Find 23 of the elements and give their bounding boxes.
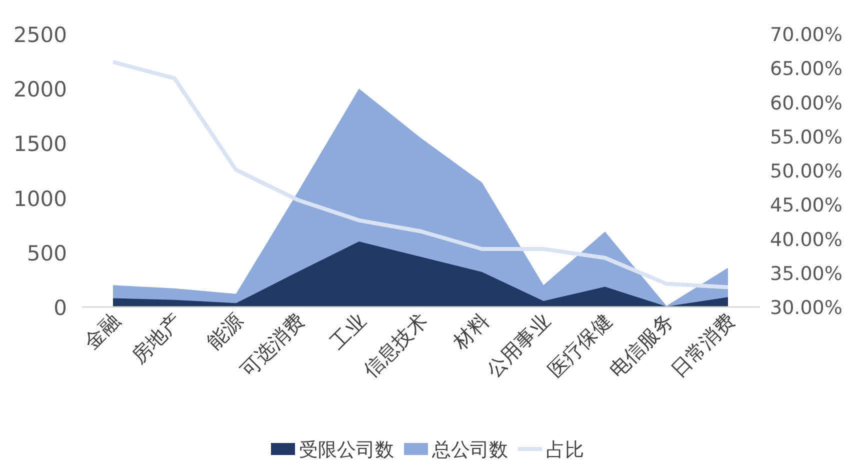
- y2-tick-label: 50.00%: [770, 160, 842, 182]
- y2-tick-label: 65.00%: [770, 58, 842, 80]
- y-tick-label: 2500: [14, 23, 67, 47]
- legend-label: 占比: [546, 439, 584, 461]
- y2-tick-label: 70.00%: [770, 24, 842, 46]
- y-tick-label: 1000: [14, 186, 67, 211]
- legend-label: 总公司数: [431, 439, 508, 461]
- y-tick-label: 2000: [14, 78, 67, 102]
- y2-tick-label: 30.00%: [770, 297, 842, 319]
- y2-tick-label: 45.00%: [770, 194, 842, 217]
- y2-tick-label: 60.00%: [770, 92, 842, 114]
- x-tick-label: 能源: [202, 308, 248, 354]
- x-tick-label: 材料: [448, 308, 494, 355]
- x-tick-label: 房地产: [126, 308, 186, 368]
- y-tick-label: 500: [26, 241, 67, 266]
- x-tick-label: 金融: [79, 308, 125, 354]
- y-tick-label: 0: [54, 296, 67, 320]
- y2-tick-label: 35.00%: [770, 262, 842, 285]
- legend-label: 受限公司数: [299, 439, 394, 461]
- y-tick-label: 1500: [14, 132, 67, 156]
- x-tick-label: 工业: [325, 308, 371, 354]
- y2-tick-label: 40.00%: [770, 228, 842, 251]
- y2-tick-label: 55.00%: [770, 126, 842, 148]
